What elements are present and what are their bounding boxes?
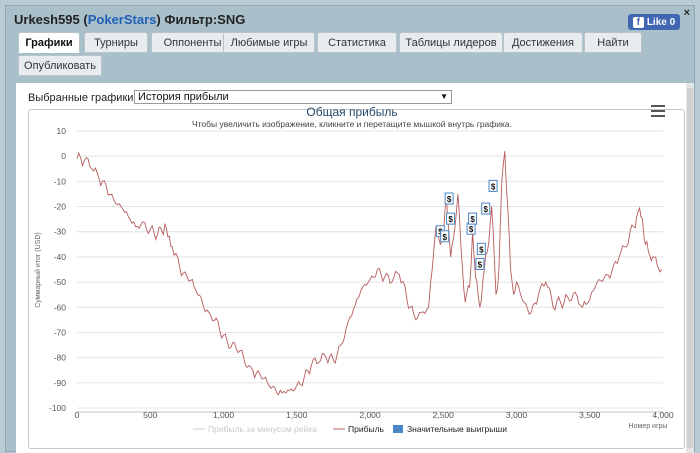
like-label: Like 0 xyxy=(646,16,676,28)
tab-9[interactable]: Опубликовать xyxy=(18,55,102,76)
chart-container[interactable] xyxy=(28,109,685,449)
big-win-marker[interactable]: $ xyxy=(444,192,454,205)
network-link[interactable]: PokerStars xyxy=(87,12,157,27)
scrollbar[interactable] xyxy=(686,83,694,453)
x-tick-label: 2,500 xyxy=(433,410,455,420)
user-name: Urkesh595 xyxy=(14,12,80,27)
svg-text:$: $ xyxy=(447,195,452,204)
x-tick-label: 500 xyxy=(143,410,157,420)
big-win-marker[interactable]: $ xyxy=(475,257,485,270)
big-win-marker[interactable]: $ xyxy=(488,179,498,192)
profit-series-line xyxy=(76,151,662,396)
y-tick-label: -100 xyxy=(49,403,66,413)
y-tick-label: -50 xyxy=(54,277,67,287)
y-tick-label: -20 xyxy=(54,202,67,212)
tab-7[interactable]: Достижения xyxy=(503,32,583,53)
tab-8[interactable]: Найти xyxy=(584,32,642,53)
legend-item-net-profit[interactable]: Прибыль за минусом рейка xyxy=(193,424,317,434)
svg-text:$: $ xyxy=(484,205,489,214)
filter-label: Фильтр:SNG xyxy=(164,12,246,27)
svg-text:$: $ xyxy=(469,225,474,234)
chart-title: Общая прибыль xyxy=(306,105,397,119)
legend-item-profit[interactable]: Прибыль xyxy=(333,424,385,434)
svg-text:$: $ xyxy=(448,215,453,224)
big-win-marker[interactable]: $ xyxy=(481,202,491,215)
big-win-marker[interactable]: $ xyxy=(440,230,450,243)
x-tick-label: 1,000 xyxy=(213,410,235,420)
tab-2[interactable]: Турниры xyxy=(84,32,148,53)
svg-text:Прибыль: Прибыль xyxy=(348,424,385,434)
svg-text:$: $ xyxy=(478,260,483,269)
big-win-marker[interactable]: $ xyxy=(466,222,476,235)
x-tick-label: 4,000 xyxy=(652,410,674,420)
close-icon[interactable]: × xyxy=(683,7,690,19)
tab-4[interactable]: Любимые игры xyxy=(223,32,315,53)
y-tick-label: -30 xyxy=(54,227,67,237)
tab-6[interactable]: Таблицы лидеров xyxy=(399,32,503,53)
tab-1[interactable]: Графики xyxy=(18,32,80,53)
facebook-icon: f xyxy=(632,16,644,28)
y-tick-label: -80 xyxy=(54,353,67,363)
chart-selector-value: История прибыли xyxy=(138,91,229,103)
y-tick-label: -70 xyxy=(54,327,67,337)
chart-menu-icon[interactable] xyxy=(651,105,665,117)
y-tick-label: 10 xyxy=(57,126,67,136)
x-tick-label: 3,500 xyxy=(579,410,601,420)
player-window: Urkesh595 (PokerStars) Фильтр:SNG × f Li… xyxy=(5,5,695,453)
x-tick-label: 3,000 xyxy=(506,410,528,420)
y-tick-label: -90 xyxy=(54,378,67,388)
y-axis-label: Суммарный итог (USD) xyxy=(34,232,42,308)
y-tick-label: -60 xyxy=(54,302,67,312)
tab-5[interactable]: Статистика xyxy=(317,32,397,53)
legend-item-big-wins[interactable]: Значительные выигрыши xyxy=(393,424,507,434)
chart-subtitle: Чтобы увеличить изображение, кликните и … xyxy=(192,119,512,129)
chart-selector[interactable]: История прибыли ▼ xyxy=(134,90,452,104)
svg-text:$: $ xyxy=(470,215,475,224)
y-tick-label: -40 xyxy=(54,252,67,262)
svg-text:$: $ xyxy=(479,245,484,254)
window-title: Urkesh595 (PokerStars) Фильтр:SNG xyxy=(14,12,246,27)
big-win-marker[interactable]: $ xyxy=(476,242,486,255)
svg-text:Значительные выигрыши: Значительные выигрыши xyxy=(407,424,507,434)
dropdown-arrow-icon: ▼ xyxy=(440,92,448,101)
scrollbar-thumb[interactable] xyxy=(687,88,693,448)
y-tick-label: -10 xyxy=(54,176,67,186)
chart-selector-label: Выбранные графики: xyxy=(28,92,137,104)
svg-text:$: $ xyxy=(442,233,447,242)
facebook-like-button[interactable]: f Like 0 xyxy=(628,14,680,30)
x-tick-label: 0 xyxy=(75,410,80,420)
svg-text:$: $ xyxy=(491,182,496,191)
big-win-marker[interactable]: $ xyxy=(446,212,456,225)
x-axis-label: Номер игры xyxy=(629,423,668,430)
x-tick-label: 1,500 xyxy=(286,410,308,420)
big-win-marker[interactable]: $ xyxy=(468,212,478,225)
x-tick-label: 2,000 xyxy=(359,410,381,420)
svg-text:Прибыль за минусом рейка: Прибыль за минусом рейка xyxy=(208,424,317,434)
y-tick-label: 0 xyxy=(61,151,66,161)
content-panel: Выбранные графики: История прибыли ▼ xyxy=(16,83,691,453)
